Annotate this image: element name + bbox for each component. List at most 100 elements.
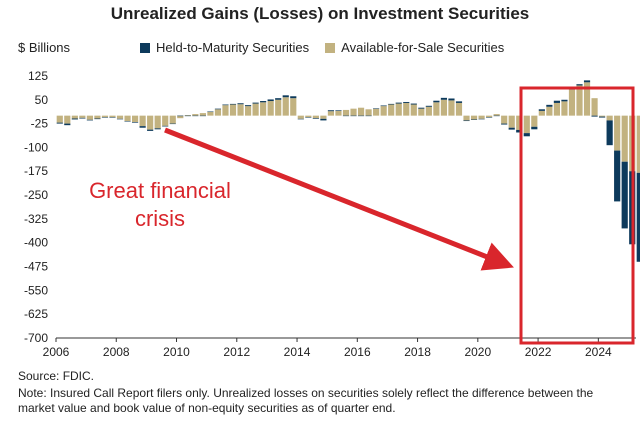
bar-afs xyxy=(169,115,176,124)
bar-afs xyxy=(546,106,553,116)
bar-afs xyxy=(470,115,478,120)
bar-afs xyxy=(237,104,244,116)
bar-htm xyxy=(282,95,289,98)
bar-afs xyxy=(162,115,169,126)
bar-htm xyxy=(583,80,591,83)
bar-htm xyxy=(614,150,621,202)
bar-afs xyxy=(86,115,93,120)
bar-htm xyxy=(275,98,282,100)
bar-afs xyxy=(147,115,154,130)
bar-afs xyxy=(365,109,372,116)
bar-htm xyxy=(448,98,455,101)
bar-afs xyxy=(395,103,402,116)
bar-afs xyxy=(222,105,229,116)
bar-htm xyxy=(267,99,274,102)
bar-htm xyxy=(229,103,237,105)
bar-htm xyxy=(244,105,252,107)
bar-afs xyxy=(192,114,199,116)
bar-htm xyxy=(64,123,71,126)
bar-afs xyxy=(260,102,267,116)
bar-afs xyxy=(403,102,410,116)
bar-afs xyxy=(621,115,628,162)
bar-afs xyxy=(388,104,395,116)
bar-htm xyxy=(470,119,478,120)
bar-afs xyxy=(71,115,78,119)
bar-afs xyxy=(478,115,485,119)
annotation-text-line1: Great financial xyxy=(89,178,231,203)
bar-afs xyxy=(591,98,598,116)
bar-afs xyxy=(154,115,161,129)
bar-afs xyxy=(79,115,86,118)
y-tick-label: -700 xyxy=(24,331,48,345)
bar-htm xyxy=(636,172,640,262)
bar-htm xyxy=(478,118,485,120)
bar-htm xyxy=(388,103,395,105)
y-axis-unit-label: $ Billions xyxy=(18,40,71,55)
y-tick-label: -175 xyxy=(24,164,48,178)
bar-htm xyxy=(561,99,568,102)
legend-item-afs: Available-for-Sale Securities xyxy=(325,40,504,55)
bar-htm xyxy=(410,103,417,105)
bar-htm xyxy=(312,118,319,119)
x-tick-label: 2018 xyxy=(404,345,431,359)
legend: Held-to-Maturity Securities Available-fo… xyxy=(140,40,504,55)
bar-htm xyxy=(576,84,583,86)
bar-afs xyxy=(538,110,545,116)
bar-afs xyxy=(177,115,184,119)
bar-afs xyxy=(440,99,448,116)
bar-afs xyxy=(267,101,274,116)
bar-htm xyxy=(463,120,470,122)
bar-afs xyxy=(636,115,640,173)
bar-afs xyxy=(576,85,583,116)
bar-htm xyxy=(214,108,222,110)
y-tick-label: -475 xyxy=(24,260,48,274)
bar-htm xyxy=(516,129,523,133)
bar-afs xyxy=(320,115,327,119)
bar-htm xyxy=(599,116,606,118)
bar-afs xyxy=(116,115,124,119)
y-tick-label: -550 xyxy=(24,283,48,297)
bar-afs xyxy=(207,111,214,116)
bar-afs xyxy=(184,115,191,116)
legend-swatch-afs xyxy=(325,42,336,53)
x-tick-label: 2014 xyxy=(284,345,311,359)
bar-afs xyxy=(327,111,335,116)
bar-htm xyxy=(531,126,538,130)
bar-htm xyxy=(546,104,553,107)
bar-afs xyxy=(455,102,463,116)
bar-htm xyxy=(297,118,304,120)
highlight-box xyxy=(519,86,635,345)
bar-htm xyxy=(116,118,124,120)
y-tick-label: -325 xyxy=(24,212,48,226)
bar-afs xyxy=(508,115,515,128)
legend-label-htm: Held-to-Maturity Securities xyxy=(156,40,310,55)
bar-afs xyxy=(275,99,282,116)
bar-afs xyxy=(350,108,357,116)
y-tick-label: -100 xyxy=(24,140,48,154)
bar-afs xyxy=(64,115,71,124)
bar-afs xyxy=(523,115,530,134)
bar-htm xyxy=(621,161,628,229)
bar-afs xyxy=(418,108,425,116)
bar-afs xyxy=(614,115,621,151)
bar-afs xyxy=(380,106,387,116)
bar-afs xyxy=(561,101,568,116)
bar-afs xyxy=(599,115,606,117)
x-tick-label: 2010 xyxy=(163,345,190,359)
bar-htm xyxy=(403,101,410,103)
legend-label-afs: Available-for-Sale Securities xyxy=(341,40,505,55)
bar-afs xyxy=(553,102,560,116)
bar-htm xyxy=(320,118,327,121)
annotation-arrow xyxy=(164,127,514,271)
bar-afs xyxy=(297,115,304,119)
x-tick-label: 2006 xyxy=(43,345,70,359)
source-note: Source: FDIC. xyxy=(18,369,95,383)
bar-afs xyxy=(486,115,493,118)
bar-htm xyxy=(124,121,131,122)
bar-htm xyxy=(433,100,440,103)
bar-htm xyxy=(154,128,161,130)
bar-htm xyxy=(373,108,380,109)
bar-afs xyxy=(139,115,146,127)
bar-htm xyxy=(501,123,508,125)
